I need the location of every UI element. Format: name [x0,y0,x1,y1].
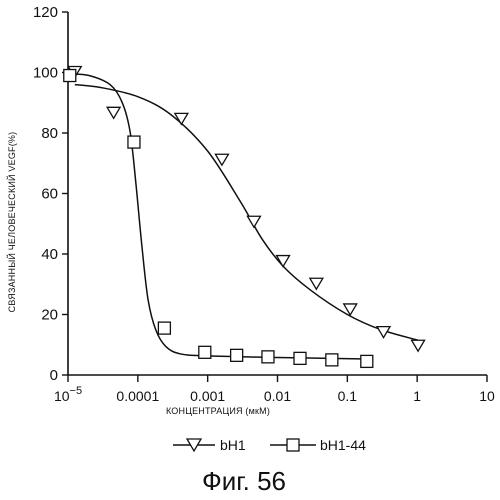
x-tick-label: 0.1 [338,388,358,404]
legend-label-bH1: bH1 [220,437,246,453]
x-tick-label: 0.01 [264,388,291,404]
data-point-bH1-44 [262,351,274,363]
figure-caption: Фиг. 56 [202,466,286,496]
x-tick-label: 10 [479,388,495,404]
y-tick-label: 60 [41,186,58,203]
data-point-bH1-44 [231,349,243,361]
data-point-bH1 [107,107,120,118]
x-tick-base: 10 [54,388,70,404]
x-tick-label: 1 [413,388,421,404]
legend-item-bH1-44: bH1-44 [270,437,366,453]
y-tick-label: 40 [41,246,58,263]
legend-label-bH1-44: bH1-44 [320,437,366,453]
legend-item-bH1: bH1 [173,437,246,453]
y-tick-label: 80 [41,125,58,142]
data-point-bH1-44 [294,352,306,364]
legend: bH1 bH1-44 [173,437,366,453]
fit-curve-bH1 [75,85,418,341]
legend-marker-bH1-44 [287,439,299,451]
data-point-bH1-44 [326,354,338,366]
y-tick-label: 120 [33,4,58,21]
x-axis-ticks: 10−50.00010.0010.010.1110 [54,375,495,404]
x-tick-label: 0.001 [190,388,225,404]
y-axis-label: СВЯЗАННЫЙ ЧЕЛОВЕЧЕСКИЙ VEGF(%) [6,132,17,313]
y-tick-label: 100 [33,65,58,82]
data-point-bH1-44 [64,70,76,82]
data-point-bH1 [412,340,425,351]
x-axis-label: КОНЦЕНТРАЦИЯ (мкМ) [166,406,270,416]
y-axis-ticks: 0 20 40 60 80 100 120 [33,4,68,384]
x-tick-exponent: −5 [70,385,83,397]
data-point-bH1 [310,278,323,289]
y-tick-label: 20 [41,307,58,324]
data-point-bH1-44 [361,355,373,367]
fit-curves [70,74,418,359]
data-point-bH1 [247,216,260,227]
axes [68,12,487,375]
data-point-bH1-44 [128,136,140,148]
y-tick-label: 0 [50,367,58,384]
x-tick-label: 10−5 [54,385,82,404]
x-tick-label: 0.0001 [116,388,159,404]
data-point-bH1-44 [199,346,211,358]
data-markers [64,66,425,367]
data-point-bH1-44 [158,322,170,334]
